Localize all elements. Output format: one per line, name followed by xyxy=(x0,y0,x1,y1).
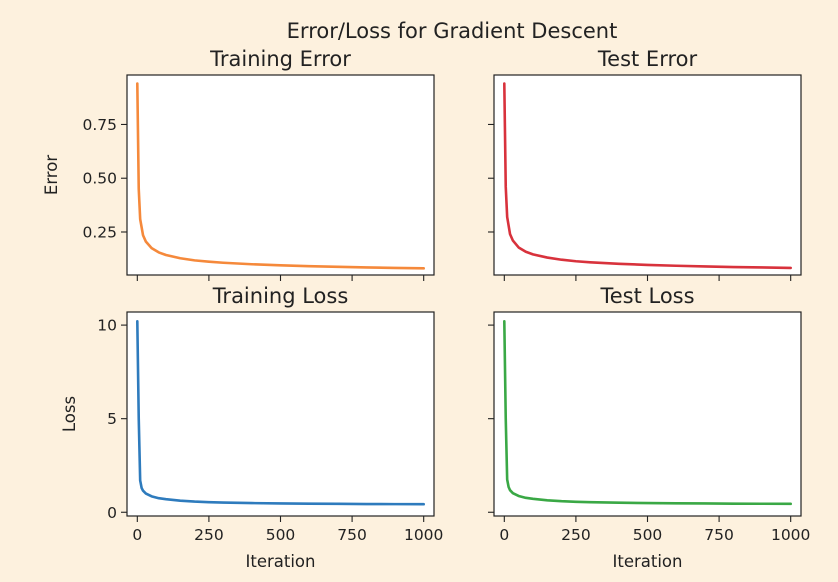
test-error-plot-area xyxy=(494,75,801,275)
test-error-subplot: Test Error xyxy=(488,47,802,281)
test-loss-x-tick-label: 1000 xyxy=(771,526,810,544)
test-error-title: Test Error xyxy=(597,47,698,71)
training-loss-title: Training Loss xyxy=(212,284,349,308)
training-loss-y-tick-label: 10 xyxy=(97,317,117,335)
test-loss-x-tick-label: 750 xyxy=(704,526,734,544)
figure-suptitle: Error/Loss for Gradient Descent xyxy=(287,19,618,43)
test-loss-plot-area xyxy=(494,312,801,516)
test-error-line xyxy=(503,82,792,270)
training-loss-y-tick-label: 0 xyxy=(107,504,117,522)
test-loss-line xyxy=(503,320,792,506)
test-loss-title: Test Loss xyxy=(599,284,694,308)
training-error-subplot: 0.25 0.50 0.75 Training Error Error xyxy=(42,47,435,281)
training-loss-plot-area xyxy=(127,312,434,516)
training-loss-subplot: 0 250 500 750 1000 0 5 10 Training Loss Iteration… xyxy=(60,284,443,571)
training-error-y-tick-label: 0.25 xyxy=(82,223,117,241)
training-loss-x-axis-label: Iteration xyxy=(246,552,316,571)
training-loss-y-axis-label: Loss xyxy=(60,396,79,432)
test-loss-x-axis-label: Iteration xyxy=(613,552,683,571)
test-loss-x-tick-label: 0 xyxy=(499,526,509,544)
training-error-y-tick-label: 0.50 xyxy=(82,170,117,188)
training-loss-x-tick-label: 250 xyxy=(194,526,224,544)
training-loss-x-tick-label: 750 xyxy=(337,526,367,544)
training-error-y-tick-label: 0.75 xyxy=(82,116,117,134)
test-loss-x-tick-label: 250 xyxy=(561,526,591,544)
training-error-line xyxy=(136,82,425,270)
training-loss-x-tick-label: 500 xyxy=(266,526,296,544)
training-error-y-axis-label: Error xyxy=(42,155,61,195)
training-loss-x-tick-label: 0 xyxy=(132,526,142,544)
test-loss-x-tick-label: 500 xyxy=(633,526,663,544)
training-loss-x-tick-label: 1000 xyxy=(404,526,443,544)
training-error-plot-area xyxy=(127,75,434,275)
training-error-title: Training Error xyxy=(209,47,351,71)
training-loss-line xyxy=(136,320,425,506)
subplots: 0.25 0.50 0.75 Training Error Error Test Erro… xyxy=(42,47,810,571)
training-loss-y-tick-label: 5 xyxy=(107,410,117,428)
test-loss-subplot: 0 250 500 750 1000 Test Loss Iteration xyxy=(488,284,810,571)
